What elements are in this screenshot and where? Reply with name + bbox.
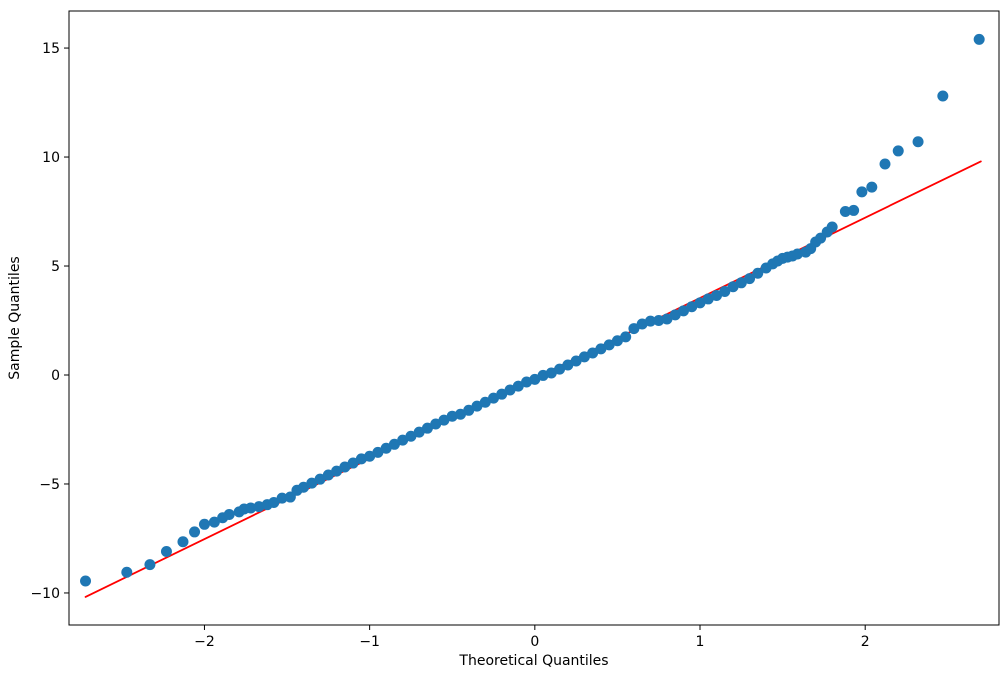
scatter-point: [347, 457, 359, 469]
scatter-point: [937, 90, 949, 102]
scatter-point: [711, 289, 723, 301]
scatter-point: [892, 145, 904, 157]
y-tick-label: 10: [42, 150, 60, 166]
scatter-point: [80, 575, 92, 587]
scatter-point: [454, 408, 466, 420]
scatter-point: [160, 546, 172, 558]
scatter-point: [839, 206, 851, 218]
scatter-point: [866, 181, 878, 193]
scatter-point: [322, 469, 334, 481]
scatter-point: [421, 422, 433, 434]
scatter-point: [372, 446, 384, 458]
plot-border: [68, 10, 1000, 626]
scatter-point: [276, 492, 288, 504]
scatter-point: [578, 351, 590, 363]
scatter-point: [611, 335, 623, 347]
scatter-point: [661, 313, 673, 325]
scatter-point: [529, 373, 541, 385]
scatter-point: [554, 363, 566, 375]
scatter-point: [298, 481, 310, 493]
scatter-point: [177, 536, 189, 548]
scatter-point: [430, 418, 442, 430]
scatter-point: [562, 359, 574, 371]
scatter-point: [208, 516, 220, 528]
scatter-point: [380, 442, 392, 454]
x-tick-label: 0: [530, 634, 539, 650]
y-tick-label: 15: [42, 41, 60, 57]
scatter-point: [694, 297, 706, 309]
scatter-point: [479, 396, 491, 408]
scatter-point: [388, 438, 400, 450]
scatter-point: [471, 400, 483, 412]
scatter-point: [488, 392, 500, 404]
x-tick-label: −1: [359, 634, 380, 650]
scatter-point: [284, 491, 296, 503]
scatter-point: [545, 367, 557, 379]
scatter-point: [791, 248, 803, 260]
scatter-point: [669, 309, 681, 321]
scatter-point: [339, 461, 351, 473]
scatter-point: [848, 204, 860, 216]
scatter-point: [446, 410, 458, 422]
x-tick-label: 1: [696, 634, 705, 650]
scatter-point: [463, 404, 475, 416]
x-tick-label: 2: [861, 634, 870, 650]
y-tick-label: 5: [51, 259, 60, 275]
scatter-point: [677, 305, 689, 317]
scatter-point: [413, 426, 425, 438]
scatter-point: [653, 315, 665, 327]
scatter-point: [686, 301, 698, 313]
scatter-point: [268, 497, 280, 509]
y-tick-label: −10: [30, 586, 60, 602]
scatter-point: [144, 559, 156, 571]
scatter-point: [364, 450, 376, 462]
scatter-point: [628, 323, 640, 335]
scatter-point: [198, 518, 210, 530]
scatter-point: [331, 465, 343, 477]
scatter-point: [644, 315, 656, 327]
scatter-point: [603, 339, 615, 351]
scatter-point: [121, 566, 133, 578]
y-tick-label: 0: [51, 368, 60, 384]
scatter-point: [727, 281, 739, 293]
scatter-point: [397, 434, 409, 446]
scatter-point: [504, 384, 516, 396]
scatter-point: [702, 293, 714, 305]
scatter-point: [253, 501, 265, 513]
scatter-point: [752, 267, 764, 279]
scatter-point: [512, 380, 524, 392]
x-tick-label: −2: [194, 634, 215, 650]
scatter-point: [735, 277, 747, 289]
scatter-point: [826, 221, 838, 233]
scatter-point: [973, 33, 985, 45]
scatter-point: [245, 502, 257, 514]
scatter-point: [620, 331, 632, 343]
scatter-point: [355, 453, 367, 465]
scatter-point: [223, 508, 235, 520]
scatter-point: [719, 286, 731, 298]
scatter-point: [314, 473, 326, 485]
scatter-point: [595, 343, 607, 355]
scatter-point: [744, 273, 756, 285]
scatter-point: [636, 318, 648, 330]
scatter-point: [570, 355, 582, 367]
x-axis-label: Theoretical Quantiles: [459, 653, 609, 669]
scatter-point: [496, 388, 508, 400]
scatter-point: [189, 526, 201, 538]
scatter-point: [438, 414, 450, 426]
scatter-point: [405, 430, 417, 442]
scatter-point: [306, 477, 318, 489]
scatter-point: [521, 376, 533, 388]
y-tick-label: −5: [39, 477, 60, 493]
scatter-point: [912, 136, 924, 148]
y-axis-label: Sample Quantiles: [7, 256, 23, 380]
scatter-point: [587, 347, 599, 359]
scatter-point: [537, 369, 549, 381]
scatter-point: [879, 158, 891, 170]
scatter-point: [856, 186, 868, 198]
